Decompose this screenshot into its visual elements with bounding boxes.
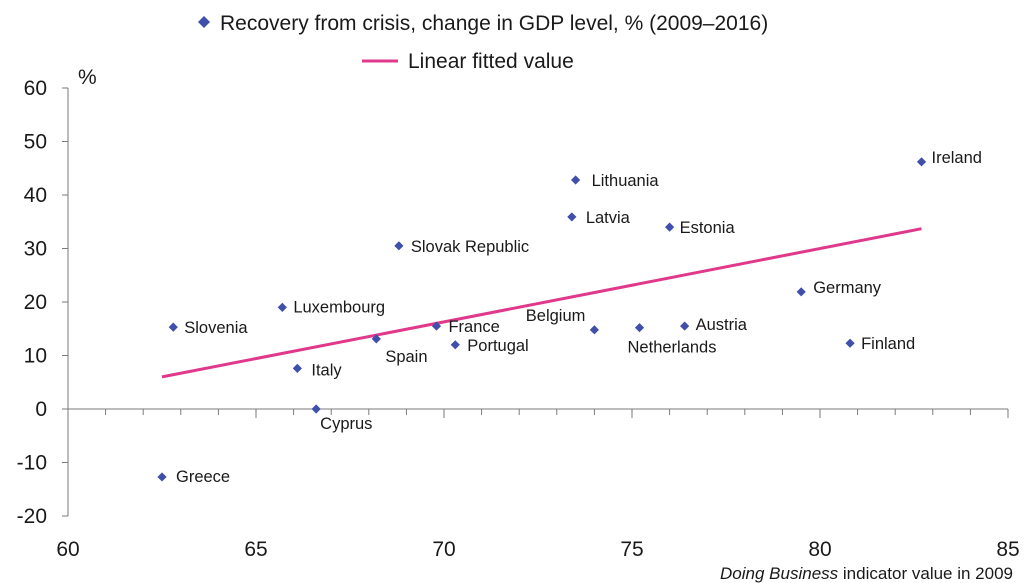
data-point-diamond: [845, 338, 855, 348]
point-label: Estonia: [680, 219, 736, 237]
data-point-diamond: [450, 340, 460, 350]
point-labels: Greece Slovenia Luxembourg Italy Cyprus Spain…: [176, 149, 982, 486]
legend: Recovery from crisis, change in GDP leve…: [198, 12, 768, 73]
y-tick-label: 30: [24, 238, 47, 261]
data-point-diamond: [277, 302, 287, 312]
legend-marker-diamond: [198, 16, 210, 28]
point-label: Belgium: [526, 307, 586, 325]
point-label: Slovak Republic: [411, 238, 529, 256]
data-point-diamond: [589, 325, 599, 335]
y-tick-label: 50: [24, 131, 47, 154]
linear-fit-line: [161, 227, 922, 379]
data-point-diamond: [371, 334, 381, 344]
x-tick-label: 85: [996, 538, 1019, 561]
y-axis-unit-label: %: [78, 66, 97, 89]
point-label: Greece: [176, 468, 230, 486]
data-point-diamond: [680, 321, 690, 331]
data-point-diamond: [168, 322, 178, 332]
point-label: Ireland: [932, 149, 982, 167]
x-tick-label: 70: [432, 538, 455, 561]
y-tick-label: -10: [17, 452, 47, 475]
point-label: Lithuania: [592, 172, 660, 190]
data-point-diamond: [394, 241, 404, 251]
point-label: Cyprus: [320, 415, 372, 433]
x-tick-label: 65: [244, 538, 267, 561]
data-point-diamond: [634, 323, 645, 333]
data-point-diamond: [796, 287, 806, 297]
point-label: France: [448, 318, 499, 336]
ticks: 60 50 40 30 20 10 0 -10 -20 60 65 70 75 80 85: [17, 77, 1020, 561]
y-tick-label: 60: [24, 77, 47, 100]
point-label: Finland: [861, 335, 915, 353]
point-label: Italy: [311, 361, 342, 379]
y-tick-label: -20: [17, 505, 47, 528]
y-tick-label: 0: [35, 398, 47, 421]
data-points: [157, 157, 927, 482]
x-tick-label: 80: [808, 538, 831, 561]
x-tick-label: 75: [620, 538, 643, 561]
legend-series-label: Recovery from crisis, change in GDP leve…: [220, 12, 768, 35]
data-point-diamond: [431, 321, 442, 331]
y-tick-label: 40: [24, 184, 47, 207]
point-label: Spain: [385, 348, 427, 366]
x-axis-label: Doing Business indicator value in 2009: [720, 564, 1013, 583]
y-tick-label: 10: [24, 345, 47, 368]
point-label: Austria: [696, 316, 748, 334]
point-label: Luxembourg: [293, 298, 385, 316]
point-label: Slovenia: [184, 319, 248, 337]
data-point-diamond: [567, 212, 577, 222]
point-label: Portugal: [467, 337, 528, 355]
data-point-diamond: [916, 157, 927, 167]
y-tick-label: 20: [24, 291, 47, 314]
point-label: Germany: [813, 279, 882, 297]
fit-line-group: [161, 227, 922, 379]
axes: [67, 88, 1008, 516]
data-point-diamond: [292, 363, 302, 373]
legend-fit-label: Linear fitted value: [408, 50, 574, 73]
data-point-diamond: [665, 222, 675, 232]
x-tick-label: 60: [56, 538, 79, 561]
data-point-diamond: [311, 404, 321, 414]
point-label: Latvia: [586, 209, 631, 227]
data-point-diamond: [571, 175, 581, 185]
point-label: Netherlands: [628, 339, 717, 357]
data-point-diamond: [157, 472, 167, 482]
